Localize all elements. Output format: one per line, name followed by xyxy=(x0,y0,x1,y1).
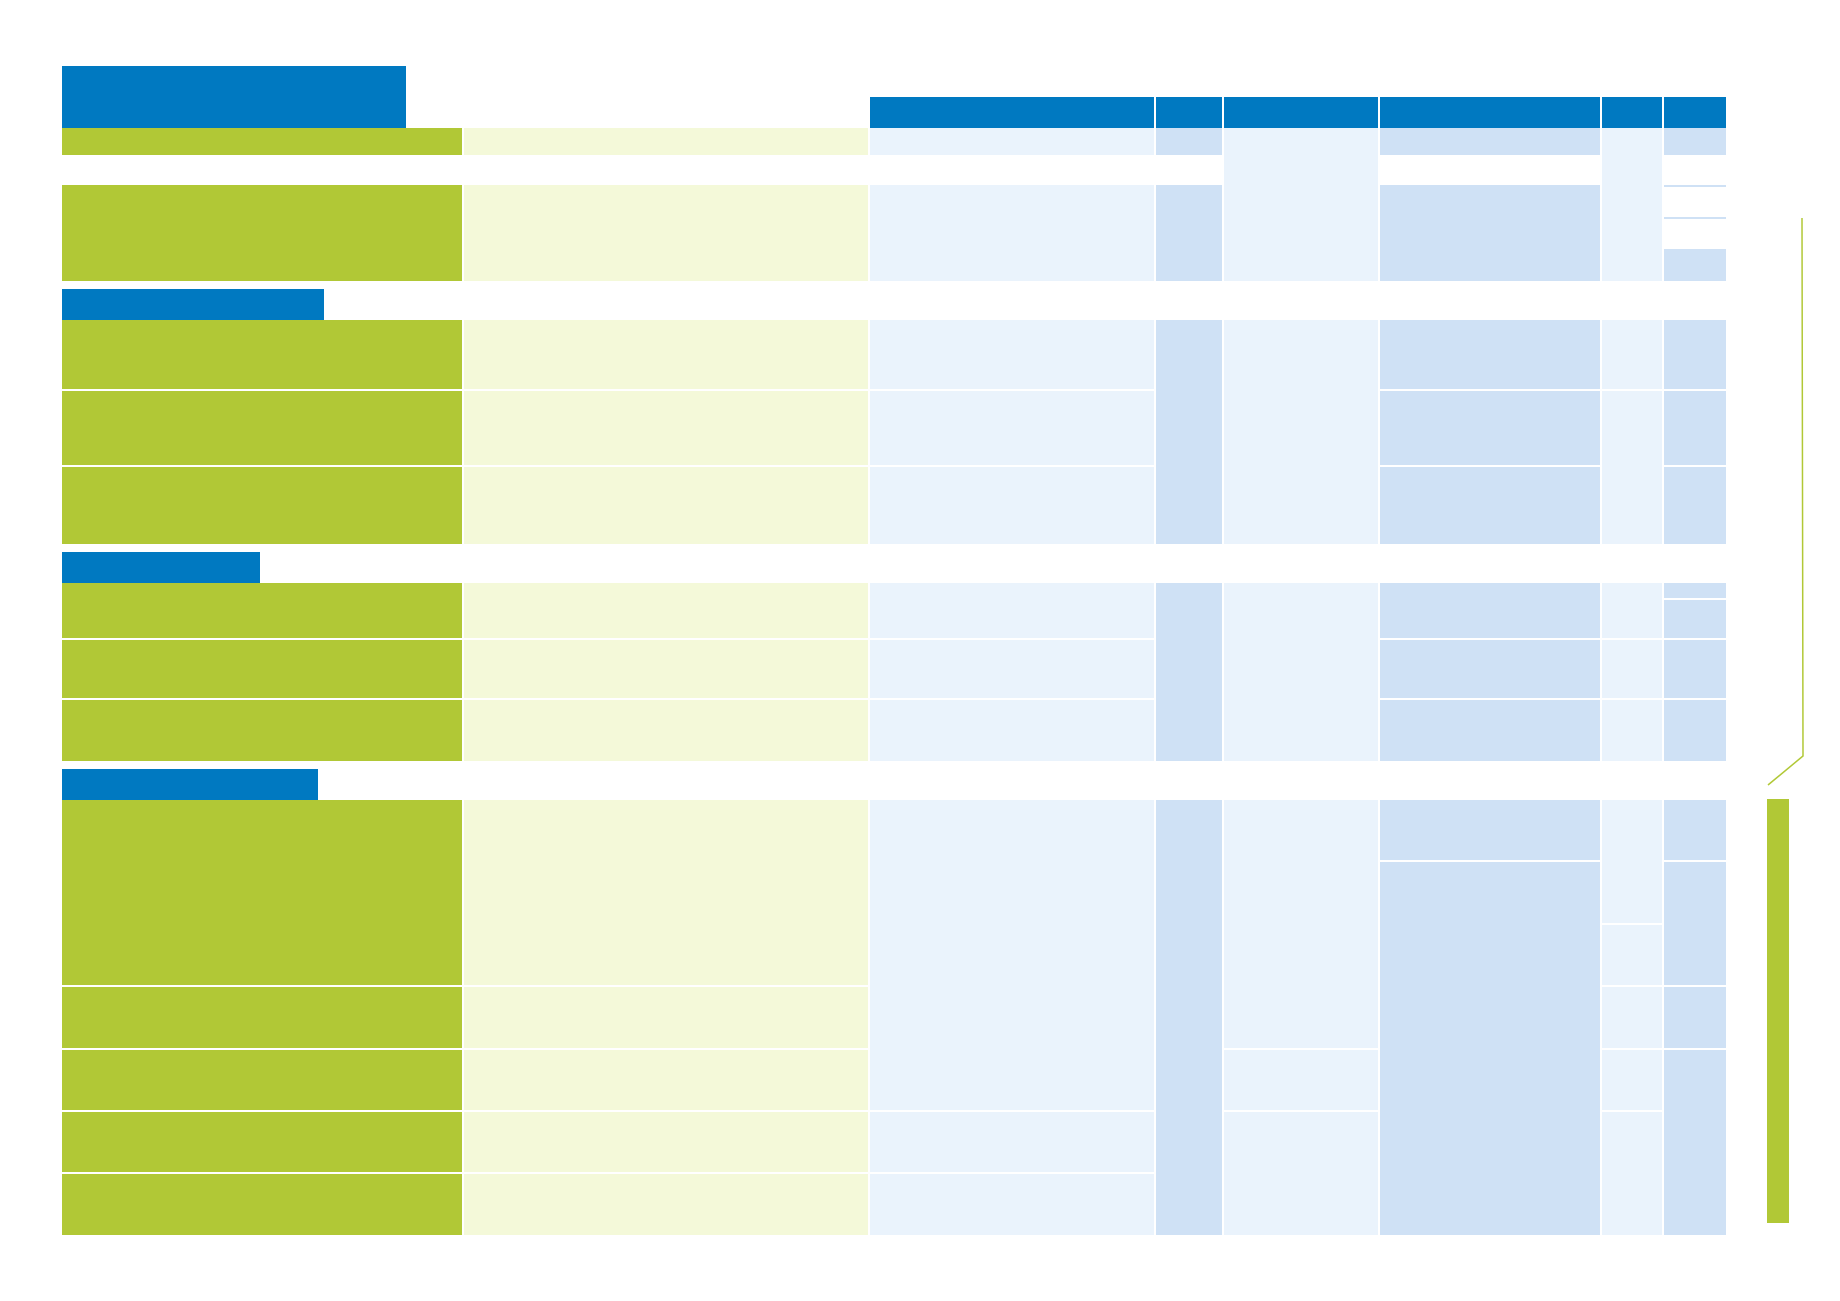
s1-row1-c1 xyxy=(870,128,1154,155)
s2-row3-lightgreen xyxy=(464,467,868,544)
s3-row3-c6 xyxy=(1664,700,1726,761)
s3-row2-green xyxy=(62,640,462,698)
s2-row1-c6 xyxy=(1664,320,1726,389)
s2-row2-c6 xyxy=(1664,391,1726,465)
s3-row3-c1 xyxy=(870,700,1154,761)
s4-c5-a xyxy=(1602,800,1662,923)
column-header-3 xyxy=(1224,97,1378,128)
s1-row1-c4 xyxy=(1380,128,1600,155)
s2-row1-c4 xyxy=(1380,320,1600,389)
s2-row2-green xyxy=(62,391,462,465)
s3-row2-c5 xyxy=(1602,640,1662,698)
s4-row3-lightgreen xyxy=(464,1050,868,1110)
s2-row2-c1 xyxy=(870,391,1154,465)
s3-c3 xyxy=(1224,583,1378,761)
s1-row1-lightgreen xyxy=(464,128,868,155)
s3-row1-c4 xyxy=(1380,583,1600,638)
s1-row2-c2 xyxy=(1156,185,1222,281)
s4-row5-c1 xyxy=(870,1174,1154,1235)
column-header-2 xyxy=(1156,97,1222,128)
s2-row23-c5 xyxy=(1602,391,1662,544)
s3-row2-lightgreen xyxy=(464,640,868,698)
side-vertical-bar xyxy=(1767,799,1789,1223)
s2-row1-green xyxy=(62,320,462,389)
s1-c3 xyxy=(1224,128,1378,281)
s4-row1-c6 xyxy=(1664,800,1726,860)
s4-c5-b xyxy=(1602,925,1662,985)
s2-row3-c6 xyxy=(1664,467,1726,544)
s1-row2-lightgreen xyxy=(464,185,868,281)
s2-row1-c5 xyxy=(1602,320,1662,389)
section-2-title xyxy=(62,289,324,320)
s3-row2-c4 xyxy=(1380,640,1600,698)
s3-row3-lightgreen xyxy=(464,700,868,761)
s4-c3-bottom xyxy=(1224,1112,1378,1235)
section-3-title xyxy=(62,552,260,583)
s1-row2-c6a xyxy=(1664,185,1726,187)
s4-row3-green xyxy=(62,1050,462,1110)
column-header-5 xyxy=(1602,97,1662,128)
s4-c2 xyxy=(1156,800,1222,1235)
section-1-title xyxy=(62,66,406,128)
s1-row2-green xyxy=(62,185,462,281)
s1-row2-c1 xyxy=(870,185,1154,281)
s1-row2-c6b xyxy=(1664,217,1726,219)
s1-row2-c6c xyxy=(1664,249,1726,251)
s3-row1-c5 xyxy=(1602,583,1662,638)
s2-row2-lightgreen xyxy=(464,391,868,465)
s1-row1-c6 xyxy=(1664,128,1726,155)
matrix-table xyxy=(62,66,1728,1235)
s3-row3-green xyxy=(62,700,462,761)
s3-row1-c1 xyxy=(870,583,1154,638)
s4-c5-bottom xyxy=(1602,1112,1662,1235)
s1-row2-c4 xyxy=(1380,185,1600,281)
s3-row1-green xyxy=(62,583,462,638)
column-header-1 xyxy=(870,97,1154,128)
s2-row3-c4 xyxy=(1380,467,1600,544)
s4-row5-green xyxy=(62,1174,462,1235)
s2-row1-c1 xyxy=(870,320,1154,389)
s3-row2-c1 xyxy=(870,640,1154,698)
s1-row2-c6d xyxy=(1664,251,1726,281)
s2-row3-c1 xyxy=(870,467,1154,544)
s4-c1-top xyxy=(870,800,1154,1110)
s4-row2-c5 xyxy=(1602,987,1662,1048)
s4-row3-c3 xyxy=(1224,1050,1378,1110)
s2-row1-lightgreen xyxy=(464,320,868,389)
s2-row3-green xyxy=(62,467,462,544)
s3-row3-c4 xyxy=(1380,700,1600,761)
s4-row1-c4 xyxy=(1380,800,1600,860)
s2-c3 xyxy=(1224,320,1378,544)
s1-row1-c2 xyxy=(1156,128,1222,155)
column-header-6 xyxy=(1664,97,1726,128)
s4-row2-lightgreen xyxy=(464,987,868,1048)
s1-c5 xyxy=(1602,128,1662,281)
section-4-title xyxy=(62,769,318,800)
s3-row3-c5 xyxy=(1602,700,1662,761)
s3-row2-c6 xyxy=(1664,640,1726,698)
s3-row1-lightgreen xyxy=(464,583,868,638)
s2-c2 xyxy=(1156,320,1222,544)
s4-row4-green xyxy=(62,1112,462,1172)
s4-row1-lightgreen xyxy=(464,800,868,985)
s3-row1-c6a xyxy=(1664,583,1726,598)
s4-row2-c6 xyxy=(1664,987,1726,1048)
s2-row2-c4 xyxy=(1380,391,1600,465)
s4-c6-c xyxy=(1664,1050,1726,1235)
s3-row1-c6b xyxy=(1664,600,1726,638)
s4-c4-large xyxy=(1380,862,1600,1235)
s4-row1-green xyxy=(62,800,462,985)
s4-row4-c1 xyxy=(870,1112,1154,1172)
s1-row1-green xyxy=(62,128,462,155)
s4-c6-b xyxy=(1664,862,1726,985)
s4-row4-lightgreen xyxy=(464,1112,868,1172)
s4-c3-top xyxy=(1224,800,1378,1048)
s4-row3-c5 xyxy=(1602,1050,1662,1110)
s4-row5-lightgreen xyxy=(464,1174,868,1235)
s3-c2 xyxy=(1156,583,1222,761)
s4-row2-green xyxy=(62,987,462,1048)
column-header-4 xyxy=(1380,97,1600,128)
